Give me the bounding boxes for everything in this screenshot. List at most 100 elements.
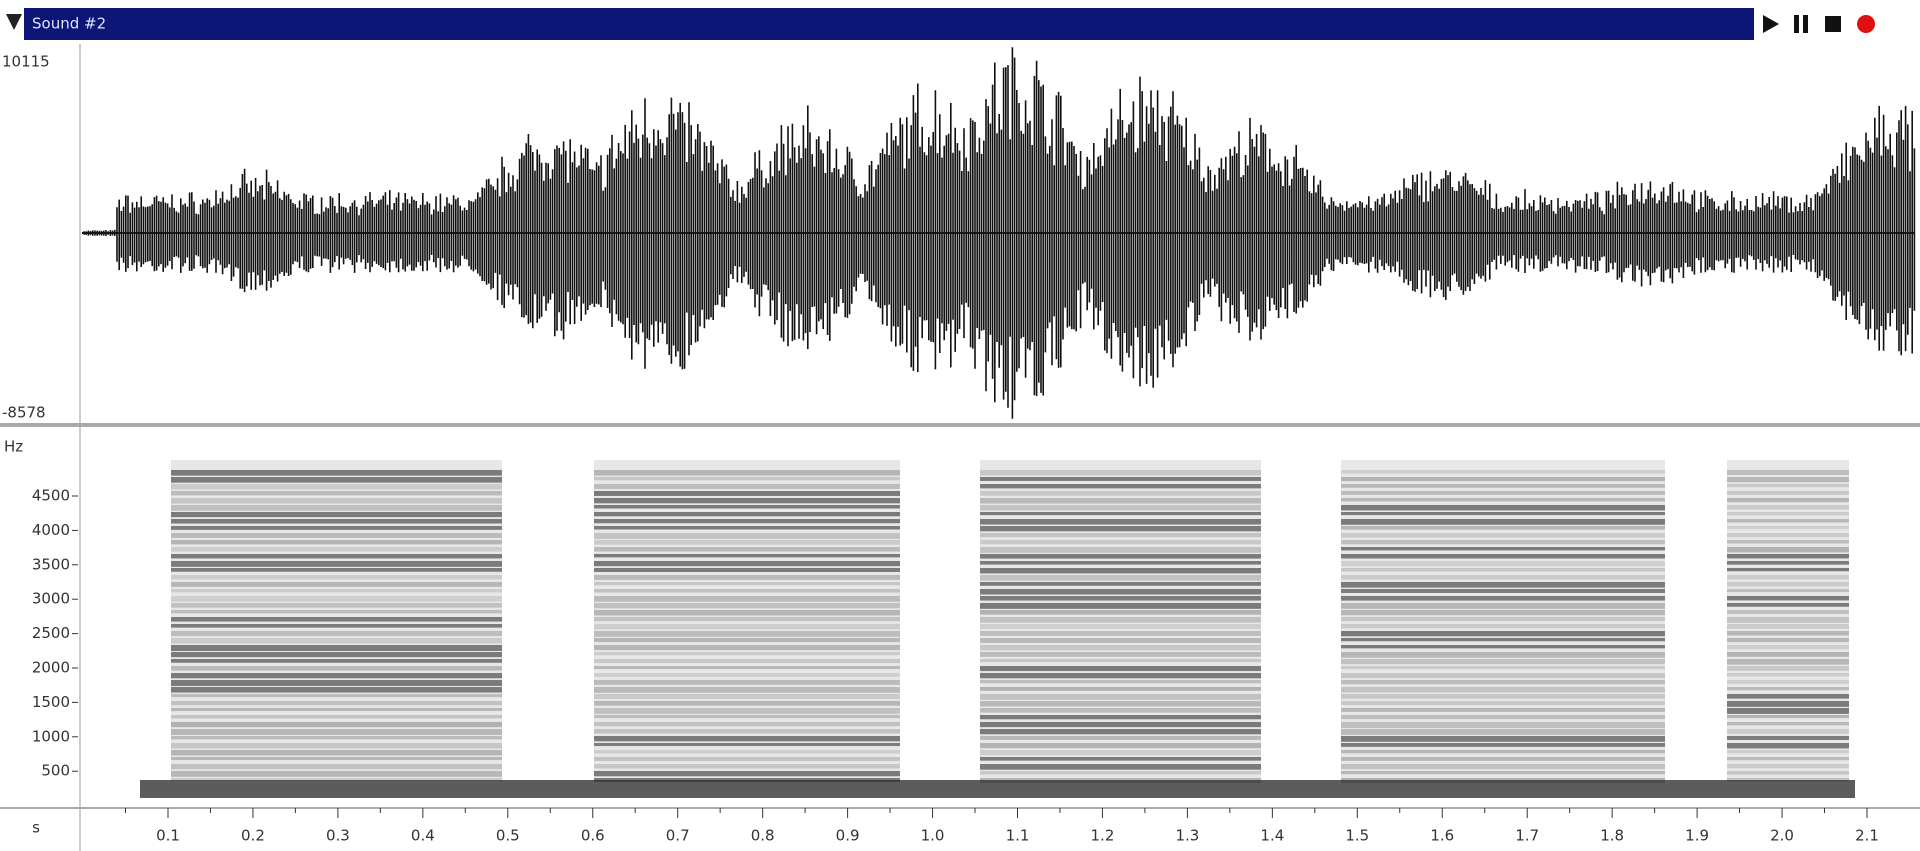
formant <box>980 659 1261 663</box>
formant <box>1341 498 1665 502</box>
formant <box>171 533 502 538</box>
low-band <box>140 780 1855 798</box>
formant <box>1727 666 1849 671</box>
title-bar-background <box>24 8 1754 40</box>
formant <box>1341 624 1665 629</box>
formant <box>980 764 1261 770</box>
formant <box>1341 652 1665 658</box>
formant <box>980 750 1261 756</box>
formant <box>980 561 1261 565</box>
formant <box>171 547 502 552</box>
formant <box>1727 680 1849 684</box>
formant <box>1341 673 1665 679</box>
formant <box>1727 652 1849 657</box>
formant <box>594 715 900 719</box>
pause-button[interactable] <box>1794 15 1808 33</box>
play-button[interactable] <box>1763 15 1779 33</box>
formant <box>980 743 1261 749</box>
formant <box>1341 603 1665 609</box>
formant <box>1341 701 1665 706</box>
time-unit-label: s <box>32 819 40 837</box>
formant <box>594 736 900 742</box>
formant <box>171 624 502 628</box>
collapse-toggle[interactable] <box>6 14 22 30</box>
formant <box>171 687 502 693</box>
formant <box>594 568 900 572</box>
formant <box>171 722 502 728</box>
formant <box>594 764 900 769</box>
formant <box>980 484 1261 489</box>
formant <box>1727 498 1849 503</box>
formant <box>594 778 900 782</box>
formant <box>171 470 502 476</box>
formant <box>980 687 1261 691</box>
formant <box>171 736 502 740</box>
x-tick-label: 1.0 <box>921 827 945 845</box>
formant <box>171 498 502 504</box>
formant <box>594 603 900 609</box>
formant <box>171 757 502 761</box>
formant <box>1341 736 1665 742</box>
formant <box>980 540 1261 545</box>
x-tick-label: 1.5 <box>1345 827 1369 845</box>
formant <box>171 575 502 580</box>
formant <box>594 645 900 651</box>
formant <box>1341 582 1665 588</box>
formant <box>171 477 502 483</box>
formant <box>171 561 502 567</box>
formant <box>171 694 502 698</box>
formant <box>1341 694 1665 699</box>
formant <box>980 547 1261 553</box>
formant <box>171 631 502 637</box>
formant <box>1727 603 1849 607</box>
formant <box>980 477 1261 481</box>
x-tick-label: 2.1 <box>1855 827 1879 845</box>
formant <box>594 596 900 602</box>
formant <box>1727 708 1849 714</box>
formant <box>1727 568 1849 572</box>
spectrogram <box>140 460 1855 798</box>
formant <box>1727 736 1849 740</box>
formant <box>594 659 900 663</box>
formant <box>171 568 502 572</box>
formant <box>171 708 502 712</box>
stop-button[interactable] <box>1825 16 1841 32</box>
waveform <box>82 47 1916 419</box>
formant <box>1727 512 1849 516</box>
formant <box>594 512 900 517</box>
window-title: Sound #2 <box>32 15 106 33</box>
formant <box>980 701 1261 707</box>
formant <box>980 722 1261 728</box>
formant <box>1727 526 1849 530</box>
formant <box>171 764 502 770</box>
formant <box>980 624 1261 629</box>
formant <box>980 708 1261 713</box>
formant <box>980 645 1261 651</box>
formant <box>980 491 1261 496</box>
x-tick-label: 1.4 <box>1260 827 1284 845</box>
formant <box>1341 540 1665 545</box>
y-tick-label: 2000 <box>32 659 70 677</box>
formant <box>594 589 900 593</box>
y-tick-label: 500 <box>41 762 70 780</box>
formant <box>980 589 1261 595</box>
formant <box>1727 778 1849 782</box>
formant <box>1727 484 1849 488</box>
formant <box>1727 596 1849 601</box>
formant <box>1727 540 1849 544</box>
formant <box>1341 645 1665 649</box>
formant <box>980 757 1261 761</box>
waveform-min-label: -8578 <box>2 404 46 422</box>
formant <box>594 554 900 558</box>
x-tick-label: 0.7 <box>666 827 690 845</box>
formant <box>171 491 502 496</box>
formant <box>594 617 900 622</box>
record-button[interactable] <box>1857 15 1875 33</box>
formant <box>980 778 1261 784</box>
formant <box>1341 659 1665 665</box>
x-tick-label: 0.1 <box>156 827 180 845</box>
formant <box>171 659 502 663</box>
title-bar: Sound #2 <box>6 8 1875 40</box>
formant <box>594 666 900 670</box>
formant <box>1341 680 1665 685</box>
